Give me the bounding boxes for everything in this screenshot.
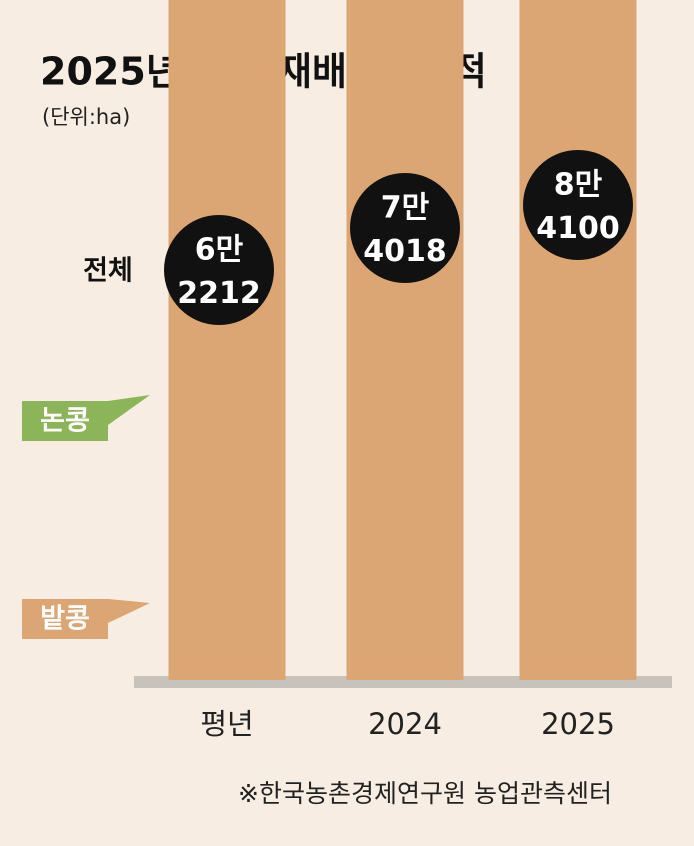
total-label: 전체 — [83, 256, 133, 287]
source: ※한국농촌경제연구원 농업관측센터 — [238, 779, 612, 808]
total-badge — [164, 215, 274, 325]
legend-tag — [22, 395, 150, 441]
bar-segment — [519, 0, 637, 680]
total-value-label: 6만 2212 — [177, 232, 261, 311]
total-value-label: 8만 4100 — [536, 167, 620, 246]
x-tick-label: 평년 — [200, 707, 253, 741]
x-tick-label: 2024 — [368, 707, 442, 741]
subtitle: (단위:ha) — [42, 105, 130, 129]
total-badge — [350, 173, 460, 283]
legend-tag — [22, 599, 150, 639]
bar-segment — [168, 0, 286, 680]
legend-label: 밭콩 — [40, 604, 90, 635]
x-tick-label: 2025 — [541, 707, 615, 741]
total-value-label: 7만 4018 — [363, 190, 447, 269]
legend-label: 논콩 — [40, 406, 90, 437]
total-badge — [523, 150, 633, 260]
bar-segment — [346, 0, 464, 680]
